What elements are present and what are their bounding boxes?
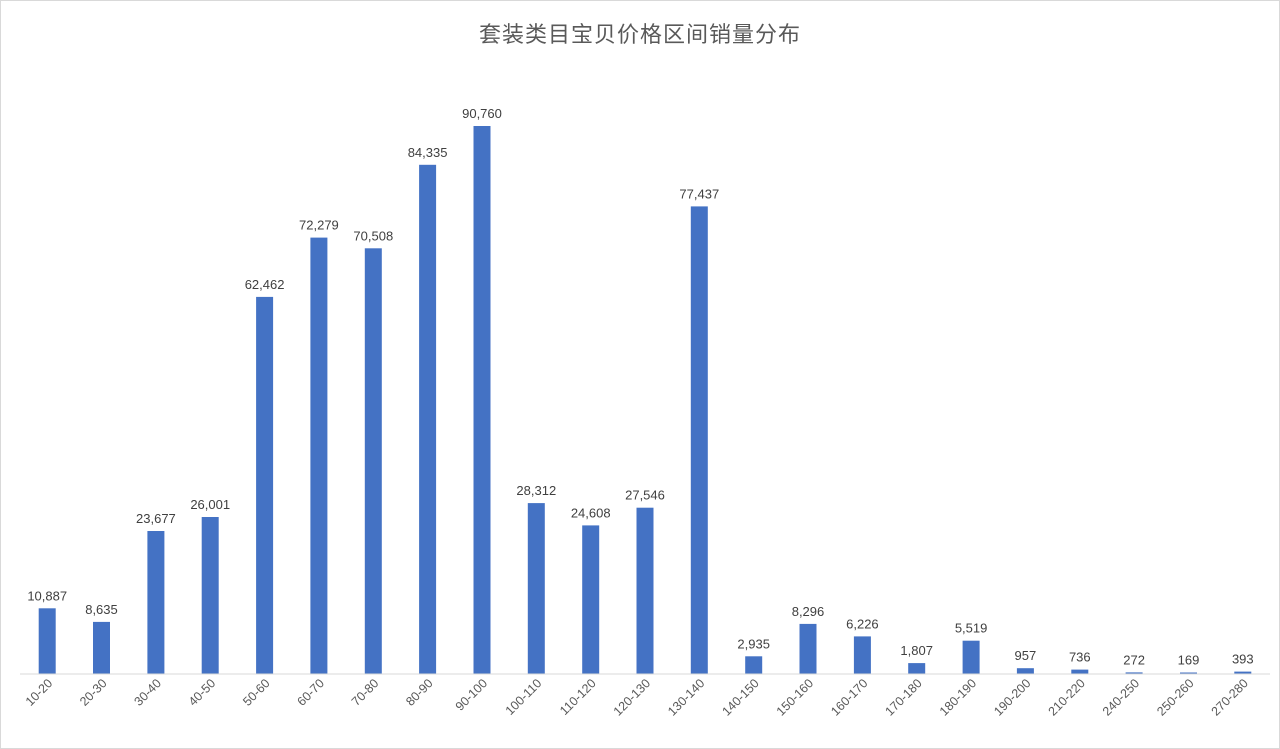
bar-120-130 — [636, 507, 654, 674]
x-tick-label-20-30: 20-30 — [77, 676, 110, 709]
x-tick-label-190-200: 190-200 — [991, 676, 1033, 718]
data-label-100-110: 28,312 — [516, 483, 556, 498]
x-tick-label-150-160: 150-160 — [774, 676, 816, 718]
bar-80-90 — [419, 164, 437, 675]
x-tick-label-70-80: 70-80 — [349, 676, 382, 709]
bar-90-100 — [473, 126, 491, 674]
data-label-160-170: 6,226 — [846, 616, 879, 631]
x-tick-labels-layer: 10-20 20-30 30-40 40-50 50-60 60-70 70-80 80-90… — [23, 676, 1251, 718]
data-label-250-260: 169 — [1178, 653, 1200, 668]
bar-70-80 — [364, 248, 382, 675]
bar-140-150 — [745, 656, 763, 674]
bar-240-250 — [1125, 672, 1143, 674]
bar-250-260 — [1180, 672, 1197, 674]
x-tick-label-250-260: 250-260 — [1154, 676, 1196, 718]
bar-40-50 — [201, 517, 219, 674]
x-tick-label-10-20: 10-20 — [23, 676, 56, 709]
data-label-180-190: 5,519 — [955, 621, 988, 636]
bar-60-70 — [310, 237, 328, 674]
x-tick-label-100-110: 100-110 — [503, 676, 545, 718]
x-tick-label-210-220: 210-220 — [1046, 676, 1088, 718]
x-tick-label-60-70: 60-70 — [295, 676, 328, 709]
data-label-120-130: 27,546 — [625, 488, 665, 503]
x-tick-label-180-190: 180-190 — [937, 676, 979, 718]
bar-50-60 — [256, 296, 274, 674]
bar-270-280 — [1234, 671, 1252, 674]
data-label-80-90: 84,335 — [408, 145, 448, 160]
bar-20-30 — [93, 621, 110, 674]
data-label-130-140: 77,437 — [679, 186, 719, 201]
data-label-170-180: 1,807 — [900, 643, 933, 658]
x-tick-label-50-60: 50-60 — [240, 676, 273, 709]
x-tick-label-170-180: 170-180 — [882, 676, 924, 718]
chart-title: 套装类目宝贝价格区间销量分布 — [478, 23, 801, 48]
bar-170-180 — [908, 663, 926, 674]
data-label-10-20: 10,887 — [27, 588, 67, 603]
bar-190-200 — [1016, 668, 1034, 674]
x-tick-label-90-100: 90-100 — [453, 676, 490, 713]
data-label-240-250: 272 — [1123, 652, 1145, 667]
data-label-210-220: 736 — [1069, 650, 1091, 665]
x-tick-label-30-40: 30-40 — [132, 676, 165, 709]
data-label-40-50: 26,001 — [190, 497, 230, 512]
data-label-190-200: 957 — [1015, 648, 1037, 663]
data-label-50-60: 62,462 — [245, 277, 285, 292]
x-tick-label-270-280: 270-280 — [1209, 676, 1251, 718]
x-tick-label-80-90: 80-90 — [403, 676, 436, 709]
bar-100-110 — [527, 503, 545, 674]
x-tick-label-120-130: 120-130 — [611, 676, 653, 718]
data-label-270-280: 393 — [1232, 652, 1254, 667]
bar-160-170 — [853, 636, 871, 674]
data-label-60-70: 72,279 — [299, 218, 339, 233]
data-label-70-80: 70,508 — [353, 228, 393, 243]
data-label-20-30: 8,635 — [85, 602, 118, 617]
bar-130-140 — [690, 206, 708, 674]
data-label-150-160: 8,296 — [792, 604, 825, 619]
data-label-140-150: 2,935 — [737, 636, 770, 651]
bar-150-160 — [799, 623, 817, 674]
x-tick-label-160-170: 160-170 — [828, 676, 870, 718]
bar-180-190 — [962, 640, 980, 674]
x-tick-label-40-50: 40-50 — [186, 676, 219, 709]
bar-10-20 — [38, 608, 56, 674]
x-tick-label-240-250: 240-250 — [1100, 676, 1142, 718]
bar-30-40 — [147, 531, 165, 674]
x-tick-label-140-150: 140-150 — [719, 676, 761, 718]
data-label-110-120: 24,608 — [571, 505, 611, 520]
data-label-90-100: 90,760 — [462, 106, 502, 121]
bar-110-120 — [582, 525, 600, 674]
x-tick-label-110-120: 110-120 — [557, 676, 599, 718]
bars-layer — [38, 126, 1252, 675]
x-tick-label-130-140: 130-140 — [665, 676, 707, 718]
bar-210-220 — [1071, 669, 1089, 674]
data-label-30-40: 23,677 — [136, 511, 176, 526]
data-labels-layer: 10,887 8,635 23,677 26,001 62,462 72,279 70,50… — [27, 106, 1253, 668]
